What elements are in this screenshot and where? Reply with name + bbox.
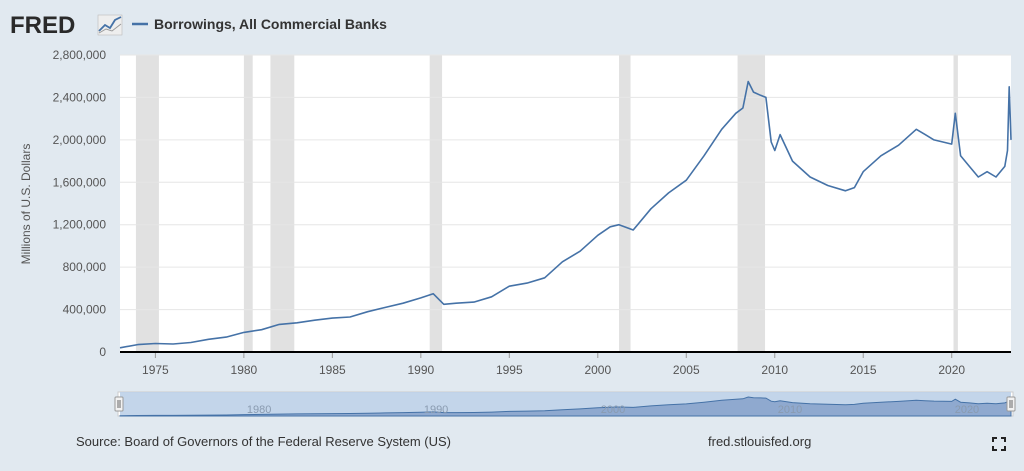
y-tick-label: 0 <box>99 345 106 359</box>
recession-band-6 <box>953 55 958 352</box>
y-tick-label: 800,000 <box>63 260 107 274</box>
x-tick-label: 2015 <box>850 363 877 377</box>
recession-shading <box>135 55 958 352</box>
x-tick-label: 2010 <box>761 363 788 377</box>
fullscreen-icon[interactable] <box>992 437 1006 451</box>
series-line <box>119 80 1012 349</box>
fred-logo[interactable]: FRED <box>10 12 75 39</box>
x-tick-label: 1975 <box>142 363 169 377</box>
recession-band-5 <box>737 55 766 352</box>
x-tick-label: 1990 <box>407 363 434 377</box>
y-tick-label: 2,000,000 <box>53 133 107 147</box>
y-tick-label: 2,800,000 <box>53 48 107 62</box>
navigator-label: 2010 <box>778 404 802 416</box>
y-tick-label: 2,400,000 <box>53 90 107 104</box>
x-tick-label: 2020 <box>938 363 965 377</box>
navigator-label: 1980 <box>247 404 271 416</box>
x-tick-label: 1980 <box>231 363 258 377</box>
fred-logo-graph-icon <box>97 14 123 36</box>
source-note: Source: Board of Governors of the Federa… <box>76 434 451 449</box>
navigator-label: 1990 <box>424 404 448 416</box>
navigator-labels: 1980 1990 2000 2010 2020 <box>247 404 979 416</box>
y-axis-label: Millions of U.S. Dollars <box>19 144 33 265</box>
navigator-label: 2000 <box>601 404 625 416</box>
recession-band-1 <box>243 55 253 352</box>
navigator-label: 2020 <box>955 404 979 416</box>
navigator-left-handle[interactable] <box>114 396 124 412</box>
plot-area <box>120 55 1011 353</box>
recession-band-0 <box>135 55 159 352</box>
x-tick-label: 2000 <box>584 363 611 377</box>
fred-url-link[interactable]: fred.stlouisfed.org <box>708 434 812 449</box>
x-axis-tick-labels: 1975 1980 1985 1990 1995 2000 2005 2010 2015 2020 <box>142 352 965 377</box>
x-tick-label: 2005 <box>673 363 700 377</box>
navigator-series-area <box>119 396 1012 417</box>
recession-band-2 <box>270 55 295 352</box>
navigator-right-handle[interactable] <box>1006 396 1016 412</box>
y-tick-label: 1,200,000 <box>53 218 107 232</box>
y-tick-label: 1,600,000 <box>53 175 107 189</box>
y-tick-label: 400,000 <box>63 303 107 317</box>
recession-band-4 <box>619 55 631 352</box>
recession-band-3 <box>429 55 443 352</box>
x-tick-label: 1985 <box>319 363 346 377</box>
x-tick-label: 1995 <box>496 363 523 377</box>
y-axis-tick-labels: 0 400,000 800,000 1,200,000 1,600,000 2,000,0… <box>53 48 107 359</box>
series-title: Borrowings, All Commercial Banks <box>154 16 387 32</box>
